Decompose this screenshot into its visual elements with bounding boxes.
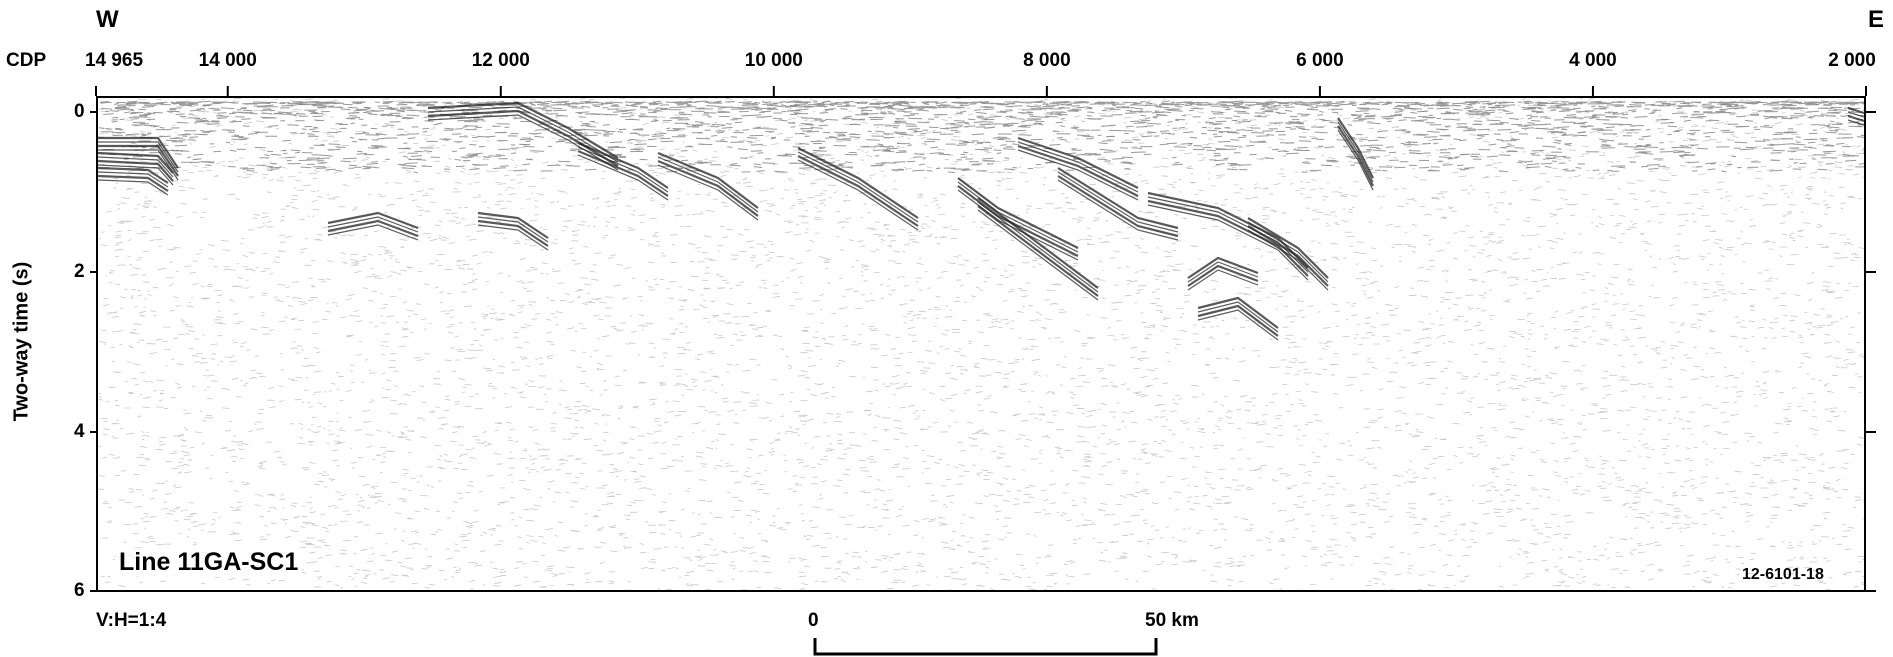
- scale-bar: [813, 638, 1158, 656]
- vertical-exaggeration: V:H=1:4: [96, 610, 167, 631]
- west-label: W: [96, 6, 119, 33]
- cdp-tick-label: 8 000: [1023, 50, 1071, 71]
- cdp-tick-label: 14 965: [84, 50, 144, 71]
- line-name: Line 11GA-SC1: [115, 548, 303, 577]
- seismic-reflection-texture: [98, 98, 1864, 590]
- scale-bar-start-label: 0: [808, 610, 819, 631]
- cdp-axis-label: CDP: [6, 50, 47, 71]
- scale-bar-end-label: 50 km: [1145, 610, 1199, 631]
- time-tick-label: 2: [74, 261, 85, 282]
- time-tick-label: 4: [74, 421, 85, 442]
- time-tick-label: 0: [74, 101, 85, 122]
- cdp-tick-label: 10 000: [744, 50, 803, 71]
- east-label: E: [1868, 6, 1885, 33]
- cdp-tick-label: 14 000: [198, 50, 257, 71]
- cdp-tick-label: 12 000: [471, 50, 530, 71]
- cdp-tick-label: 4 000: [1569, 50, 1617, 71]
- cdp-tick-label: 2 000: [1828, 50, 1876, 71]
- figure-id: 12-6101-18: [1742, 566, 1824, 583]
- time-tick-label: 6: [74, 580, 85, 601]
- seismic-section-image: [96, 96, 1866, 592]
- cdp-tick-label: 6 000: [1296, 50, 1344, 71]
- time-axis-title: Two-way time (s): [10, 261, 33, 422]
